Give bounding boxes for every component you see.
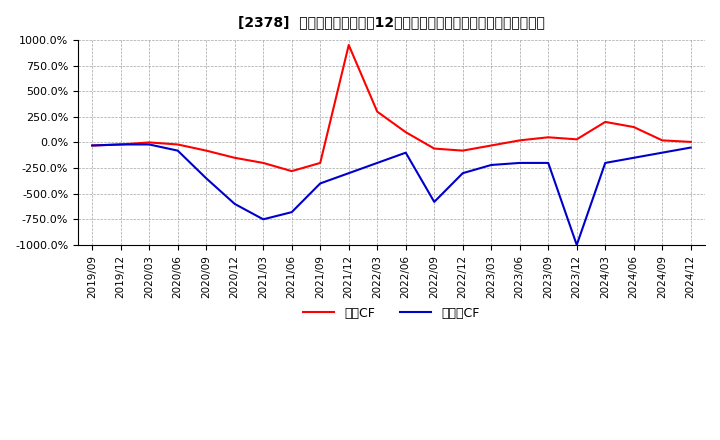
フリーCF [202, 176, 210, 181]
Title: [2378]  キャッシュフローの12か月移動合計の対前年同期増減率の推移: [2378] キャッシュフローの12か月移動合計の対前年同期増減率の推移 [238, 15, 545, 29]
営業CF [629, 125, 638, 130]
フリーCF [88, 143, 96, 148]
フリーCF [487, 162, 495, 168]
営業CF [430, 146, 438, 151]
フリーCF [572, 242, 581, 248]
営業CF [344, 42, 353, 48]
フリーCF [145, 142, 153, 147]
フリーCF [373, 160, 382, 165]
フリーCF [174, 148, 182, 153]
営業CF [544, 135, 552, 140]
営業CF [402, 129, 410, 135]
フリーCF [117, 142, 125, 147]
フリーCF [344, 171, 353, 176]
フリーCF [316, 181, 325, 186]
フリーCF [601, 160, 610, 165]
フリーCF [686, 145, 695, 150]
フリーCF [287, 209, 296, 215]
フリーCF [516, 160, 524, 165]
営業CF [174, 142, 182, 147]
営業CF [686, 139, 695, 145]
フリーCF [402, 150, 410, 155]
営業CF [487, 143, 495, 148]
営業CF [88, 143, 96, 148]
営業CF [259, 160, 268, 165]
営業CF [459, 148, 467, 153]
フリーCF [459, 171, 467, 176]
営業CF [145, 140, 153, 145]
営業CF [601, 119, 610, 125]
営業CF [658, 138, 667, 143]
フリーCF [629, 155, 638, 161]
営業CF [117, 142, 125, 147]
営業CF [373, 109, 382, 114]
営業CF [316, 160, 325, 165]
Line: フリーCF: フリーCF [92, 144, 690, 245]
フリーCF [544, 160, 552, 165]
フリーCF [230, 202, 239, 207]
フリーCF [259, 216, 268, 222]
フリーCF [430, 199, 438, 205]
営業CF [202, 148, 210, 153]
営業CF [572, 137, 581, 142]
フリーCF [658, 150, 667, 155]
Legend: 営業CF, フリーCF: 営業CF, フリーCF [298, 302, 485, 325]
営業CF [287, 169, 296, 174]
営業CF [516, 138, 524, 143]
営業CF [230, 155, 239, 161]
Line: 営業CF: 営業CF [92, 45, 690, 171]
